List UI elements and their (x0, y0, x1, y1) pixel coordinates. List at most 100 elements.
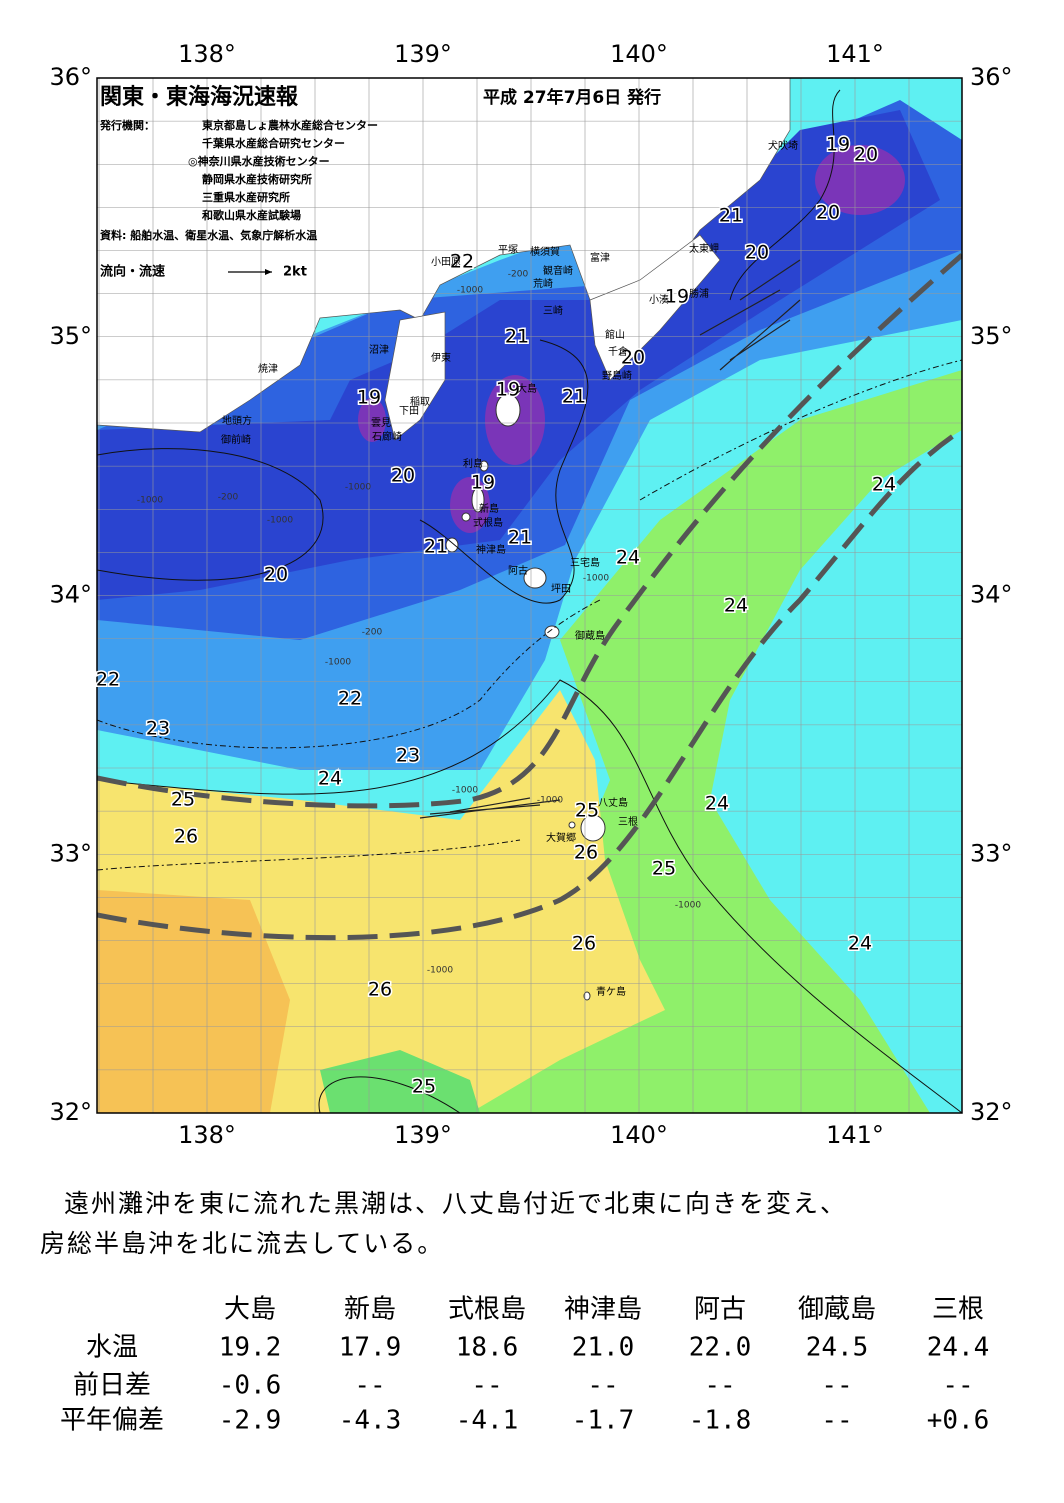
map-frame (96, 77, 963, 1114)
cell: -- (821, 1406, 852, 1436)
depth-label: -1000 (267, 516, 293, 526)
place-name: 石廊崎 (372, 430, 402, 443)
place-name: 小田原 (431, 256, 461, 268)
isotherm-label: 25 (652, 858, 676, 880)
place-name: 雲見 (371, 417, 391, 429)
place-name: 稲取 (410, 396, 430, 408)
current-vectors (419, 259, 801, 819)
place-name: 三宅島 (570, 556, 600, 569)
place-name: 平塚 (498, 244, 518, 256)
place-name: 地頭方 (222, 414, 252, 427)
depth-label: -1000 (325, 658, 351, 668)
isotherm-label: 20 (264, 564, 288, 586)
isotherm-label: 22 (96, 669, 120, 691)
place-name: 横須賀 (530, 245, 560, 258)
row-label: 水温 (86, 1333, 138, 1363)
depth-label: -1000 (345, 483, 371, 493)
isotherm-label: 20 (391, 465, 415, 487)
cell: -- (821, 1371, 852, 1401)
summary-line: 遠州灘沖を東に流れた黒潮は、八丈島付近で北東に向きを変え、 (64, 1189, 847, 1218)
place-name: 下田 (399, 406, 419, 417)
isotherm-label: 25 (575, 800, 599, 822)
isotherm-label: 19 (665, 286, 689, 308)
isotherm-label: 24 (318, 768, 342, 790)
cell: -- (354, 1371, 385, 1401)
isotherms (97, 89, 962, 1113)
issuer-label: 発行機関： (99, 118, 155, 132)
depth-label: -200 (508, 270, 529, 280)
depth-label: -1000 (427, 966, 453, 976)
isotherm-label: 21 (424, 536, 448, 558)
cell: -- (471, 1371, 502, 1401)
place-name: 小湊 (649, 293, 669, 306)
column-header: 阿古 (694, 1295, 746, 1325)
isotherm-label: 20 (745, 242, 769, 264)
scale-arrow-head (265, 269, 272, 275)
column-header: 御蔵島 (798, 1295, 876, 1325)
lon-label: 140° (610, 40, 668, 68)
column-header: 三根 (932, 1295, 984, 1325)
isotherm-label: 21 (562, 386, 586, 408)
place-name: 野島崎 (602, 369, 632, 382)
lat-label: 36° (970, 63, 1013, 91)
place-name: 伊東 (431, 351, 451, 364)
depth-label: -1000 (675, 901, 701, 911)
lon-label: 141° (826, 40, 884, 68)
depth-label: -200 (218, 493, 239, 503)
depth-label: -200 (362, 628, 383, 638)
isotherm-label: 21 (508, 527, 532, 549)
place-name: 御前崎 (221, 433, 251, 446)
place-name: 式根島 (473, 516, 503, 529)
institution: 東京都島しょ農林水産総合センター (202, 118, 378, 132)
place-name: 焼津 (258, 363, 278, 375)
isotherm-label: 24 (872, 474, 896, 496)
place-name: 富津 (590, 251, 610, 264)
flow-legend: 流向・流速 (100, 264, 165, 280)
place-name: 阿古 (508, 564, 528, 577)
sea-temperature-map (97, 78, 962, 1113)
cell: -1.8 (689, 1406, 752, 1436)
row-label: 平年偏差 (60, 1406, 164, 1436)
column-header: 式根島 (448, 1295, 526, 1325)
lon-label: 139° (394, 40, 452, 68)
lat-label: 33° (970, 839, 1013, 867)
issue-date: 平成 27年7月6日 発行 (483, 87, 661, 108)
cell: -0.6 (219, 1371, 282, 1401)
column-header: 神津島 (564, 1295, 642, 1325)
place-name: 青ケ島 (596, 985, 626, 998)
cell: 19.2 (219, 1333, 282, 1363)
isotherm-label: 24 (616, 547, 640, 569)
isotherm-label: 24 (724, 595, 748, 617)
map-title: 関東・東海海況速報 (100, 84, 299, 110)
place-name: 八丈島 (598, 796, 628, 809)
isotherm-label: 23 (146, 718, 170, 740)
cell: -- (942, 1371, 973, 1401)
isotherm-label: 21 (505, 326, 529, 348)
sea-zone (300, 370, 962, 1113)
islands (445, 393, 606, 1001)
institution: 三重県水産研究所 (202, 190, 290, 204)
lat-label: 35° (970, 322, 1013, 350)
column-header: 大島 (224, 1295, 276, 1325)
institution: 静岡県水産技術研究所 (202, 172, 312, 186)
place-name: 三崎 (543, 304, 563, 317)
lat-label: 32° (49, 1098, 92, 1126)
place-name: 犬吠埼 (768, 139, 798, 152)
depth-label: -1000 (137, 496, 163, 506)
lat-label: 36° (49, 63, 92, 91)
place-name: 太東岬 (689, 242, 719, 255)
lat-label: 33° (49, 839, 92, 867)
cell: -- (704, 1371, 735, 1401)
depth-label: -1000 (537, 796, 563, 806)
place-name: 坪田 (551, 582, 571, 595)
isotherm-label: 21 (719, 205, 743, 227)
isotherm-label: 26 (572, 933, 596, 955)
lon-label: 140° (610, 1121, 668, 1149)
isotherm-label: 19 (357, 387, 381, 409)
cell: 24.5 (806, 1333, 869, 1363)
institution: 和歌山県水産試験場 (202, 208, 301, 222)
lon-label: 138° (178, 1121, 236, 1149)
isotherm-label: 19 (826, 134, 850, 156)
